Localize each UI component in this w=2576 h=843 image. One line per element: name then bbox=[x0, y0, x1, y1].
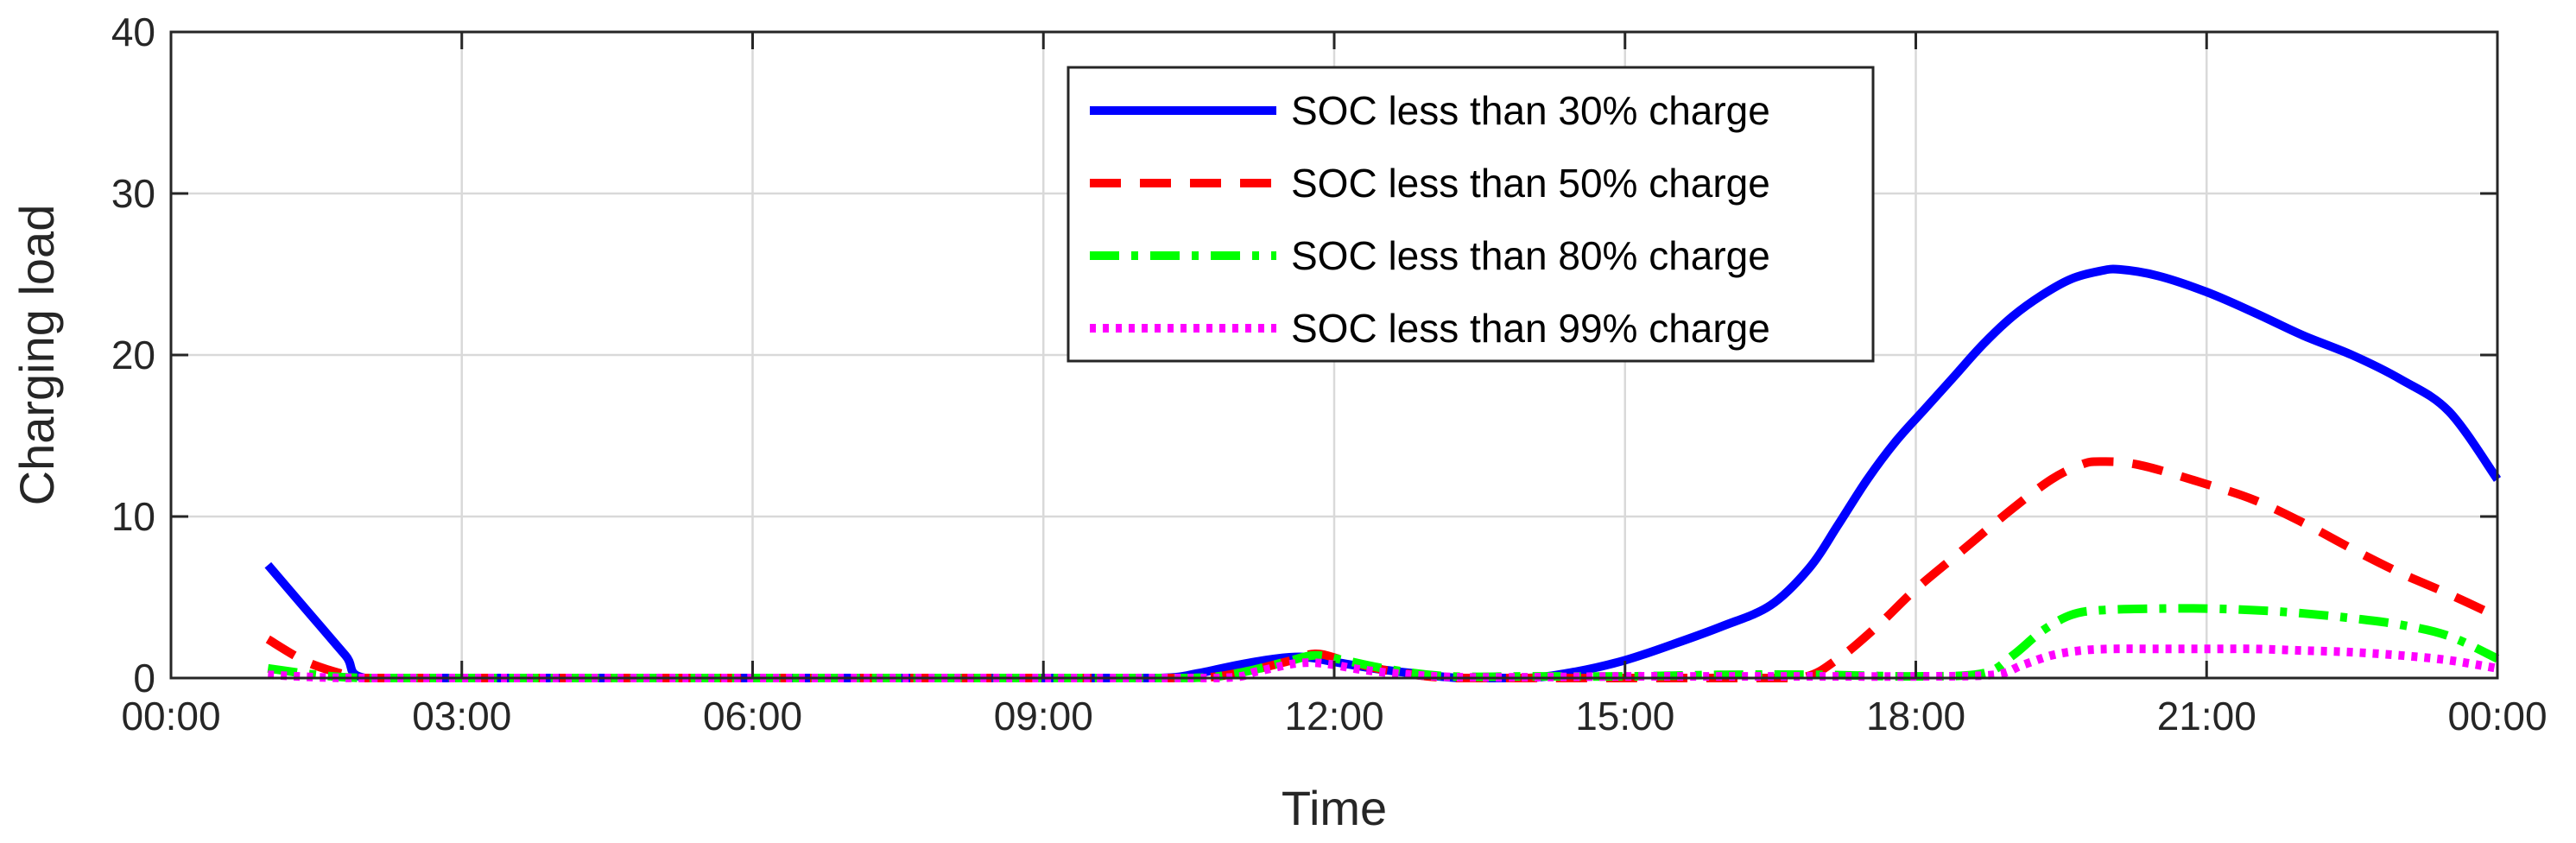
y-tick-label: 40 bbox=[111, 10, 155, 54]
legend-label: SOC less than 80% charge bbox=[1291, 233, 1770, 278]
series-line-soc-less-than-99-charge bbox=[268, 644, 2498, 683]
x-tick-label: 12:00 bbox=[1284, 694, 1383, 738]
y-tick-label: 10 bbox=[111, 494, 155, 539]
x-tick-label: 00:00 bbox=[2447, 694, 2547, 738]
x-tick-label: 00:00 bbox=[121, 694, 220, 738]
legend-label: SOC less than 99% charge bbox=[1291, 306, 1770, 351]
legend-box bbox=[1066, 66, 1875, 363]
x-tick-label: 21:00 bbox=[2157, 694, 2256, 738]
x-axis-label: Time bbox=[1282, 781, 1387, 835]
legend-label: SOC less than 30% charge bbox=[1291, 88, 1770, 133]
series-line-soc-less-than-50-charge bbox=[265, 457, 2500, 683]
x-tick-label: 06:00 bbox=[703, 694, 802, 738]
x-tick-label: 09:00 bbox=[994, 694, 1093, 738]
y-tick-label: 20 bbox=[111, 333, 155, 377]
ticks: 00:00 03:00 06:00 09:00 12:00 15:00 18:00 21:00… bbox=[111, 10, 2548, 738]
x-tick-label: 03:00 bbox=[412, 694, 511, 738]
legend-label: SOC less than 50% charge bbox=[1291, 161, 1770, 206]
x-tick-label: 18:00 bbox=[1866, 694, 1965, 738]
x-tick-label: 15:00 bbox=[1575, 694, 1674, 738]
y-tick-label: 30 bbox=[111, 171, 155, 216]
legend: SOC less than 30% charge SOC less than 50… bbox=[1066, 66, 1875, 363]
y-tick-label: 0 bbox=[133, 656, 155, 700]
y-axis-label: Charging load bbox=[9, 205, 64, 506]
